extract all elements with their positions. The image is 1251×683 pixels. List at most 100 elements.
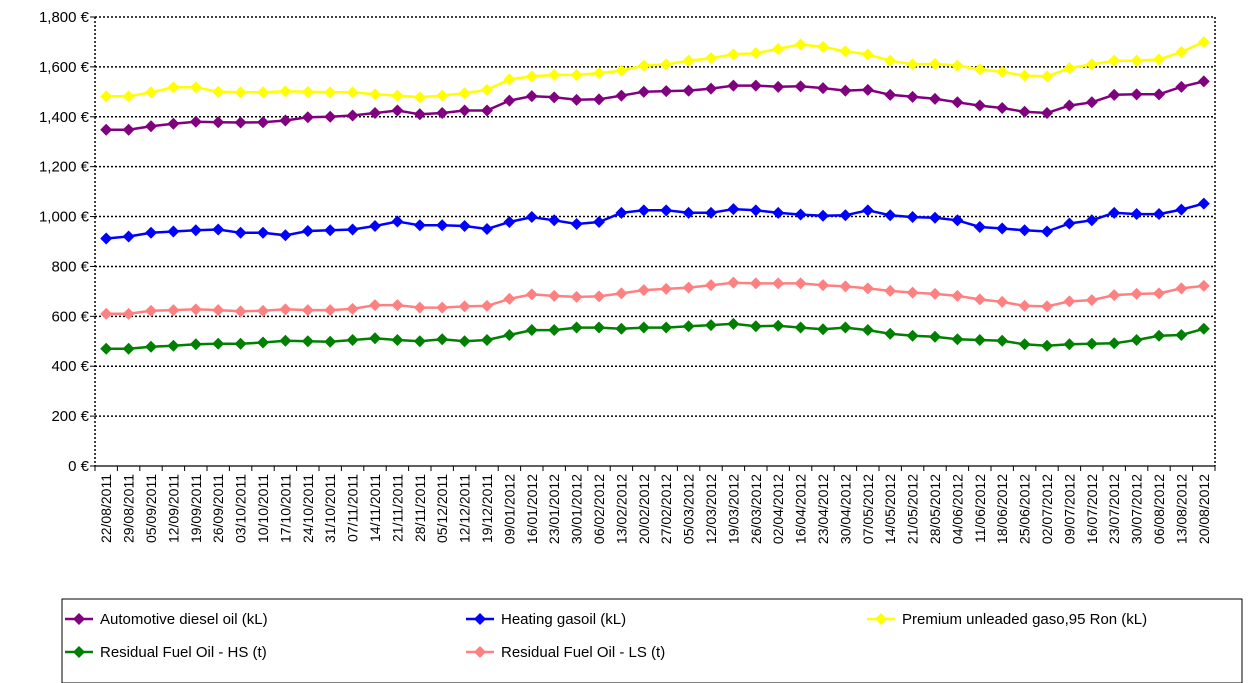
series-5 <box>100 276 1210 320</box>
data-point <box>660 85 673 98</box>
data-point <box>436 107 449 120</box>
data-point <box>391 215 404 228</box>
data-point <box>369 299 381 312</box>
data-point <box>794 277 807 290</box>
x-tick-label: 29/08/2011 <box>121 474 137 543</box>
data-point <box>167 117 180 130</box>
x-tick-label: 28/11/2011 <box>412 474 428 542</box>
data-point <box>1130 88 1143 101</box>
x-tick-label: 30/01/2012 <box>569 474 585 544</box>
data-point <box>772 80 785 93</box>
data-point <box>1197 279 1210 292</box>
data-point <box>391 299 404 312</box>
data-point <box>369 332 381 345</box>
legend-item-3: Premium unleaded gaso,95 Ron (kL) <box>867 611 1147 628</box>
x-tick-label: 17/10/2011 <box>277 474 293 543</box>
data-point <box>122 230 135 243</box>
x-tick-label: 06/08/2012 <box>1151 474 1167 544</box>
x-tick-label: 31/10/2011 <box>322 474 338 543</box>
x-tick-label: 25/06/2012 <box>1017 474 1033 544</box>
x-tick-label: 11/06/2012 <box>972 474 988 543</box>
data-point <box>1085 96 1098 109</box>
x-tick-label: 12/12/2011 <box>457 474 473 543</box>
data-point <box>1018 69 1031 82</box>
x-tick-label: 23/07/2012 <box>1106 474 1122 544</box>
gridlines <box>95 16 1215 417</box>
data-point <box>1197 35 1210 48</box>
x-tick-label: 20/02/2012 <box>636 474 652 544</box>
data-point <box>436 219 449 232</box>
legend-marker <box>474 646 486 658</box>
data-point <box>1108 337 1121 350</box>
data-point <box>817 209 829 222</box>
y-tick-label: 0 € <box>68 458 90 475</box>
y-tick-label: 1,000 € <box>39 209 90 226</box>
data-point <box>1063 338 1076 351</box>
x-tick-label: 12/09/2011 <box>165 474 181 543</box>
data-point <box>301 335 314 348</box>
data-point <box>861 48 874 61</box>
data-point <box>548 91 561 104</box>
data-point <box>503 216 516 229</box>
data-point <box>145 120 157 133</box>
data-point <box>839 209 852 222</box>
data-point <box>794 321 807 334</box>
data-point <box>212 304 225 317</box>
data-point <box>861 282 874 295</box>
data-point <box>682 320 695 333</box>
data-point <box>413 91 426 104</box>
data-point <box>973 334 986 347</box>
data-point <box>861 83 874 96</box>
data-point <box>772 42 785 55</box>
data-point <box>525 211 538 224</box>
data-point <box>1153 208 1165 221</box>
data-point <box>839 321 852 334</box>
data-point <box>1108 54 1121 67</box>
data-point <box>1153 329 1165 342</box>
data-point <box>369 220 381 233</box>
data-point <box>660 58 673 71</box>
data-point <box>212 116 225 129</box>
data-point <box>637 59 650 72</box>
data-point <box>749 79 762 92</box>
data-point <box>391 104 404 117</box>
data-point <box>1085 214 1098 227</box>
data-point <box>906 211 919 224</box>
data-point <box>346 109 359 122</box>
data-point <box>660 282 673 295</box>
data-point <box>1175 282 1188 295</box>
data-point <box>615 206 628 219</box>
data-point <box>593 67 605 80</box>
x-tick-label: 13/02/2012 <box>613 474 629 544</box>
data-point <box>324 304 337 317</box>
x-axis-ticks: 22/08/2011 29/08/2011 05/09/2011 12/09/2011… <box>94 466 1216 544</box>
data-point <box>1108 289 1121 302</box>
data-point <box>1153 287 1165 300</box>
legend-label: Residual Fuel Oil - LS (t) <box>501 644 665 661</box>
data-point <box>100 307 113 320</box>
data-point <box>525 324 538 337</box>
data-point <box>749 204 762 217</box>
data-point <box>301 225 314 238</box>
data-point <box>794 38 807 51</box>
x-tick-label: 21/05/2012 <box>905 474 921 544</box>
data-point <box>391 334 404 347</box>
series-line <box>106 40 1205 99</box>
data-point <box>749 320 762 333</box>
data-point <box>481 299 493 312</box>
data-point <box>167 304 180 317</box>
data-point <box>391 89 404 102</box>
data-point <box>369 107 381 120</box>
data-point <box>548 214 561 227</box>
series-line <box>106 202 1205 240</box>
data-point <box>122 123 135 136</box>
data-point <box>413 335 426 348</box>
data-point <box>1063 62 1076 75</box>
data-point <box>727 48 740 61</box>
data-point <box>817 323 829 336</box>
data-point <box>436 89 449 102</box>
data-point <box>122 307 135 320</box>
data-point <box>705 82 717 95</box>
data-point <box>525 288 538 301</box>
data-point <box>503 94 516 107</box>
